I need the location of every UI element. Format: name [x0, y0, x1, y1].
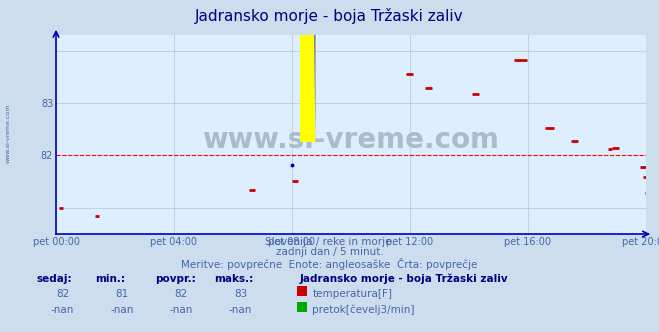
Text: pretok[čevelj3/min]: pretok[čevelj3/min] — [312, 305, 415, 315]
Text: -nan: -nan — [229, 305, 252, 315]
Text: maks.:: maks.: — [214, 274, 254, 284]
Text: zadnji dan / 5 minut.: zadnji dan / 5 minut. — [275, 247, 384, 257]
Text: 81: 81 — [115, 289, 129, 299]
Text: temperatura[F]: temperatura[F] — [312, 289, 392, 299]
Text: -nan: -nan — [51, 305, 74, 315]
Text: www.si-vreme.com: www.si-vreme.com — [6, 103, 11, 163]
Text: 82: 82 — [56, 289, 69, 299]
Text: povpr.:: povpr.: — [155, 274, 196, 284]
Text: www.si-vreme.com: www.si-vreme.com — [202, 126, 500, 154]
Bar — [300, 0, 315, 142]
Text: Jadransko morje - boja Tržaski zaliv: Jadransko morje - boja Tržaski zaliv — [195, 8, 464, 24]
Text: sedaj:: sedaj: — [36, 274, 72, 284]
Text: 82: 82 — [175, 289, 188, 299]
Text: -nan: -nan — [169, 305, 193, 315]
Text: Jadransko morje - boja Tržaski zaliv: Jadransko morje - boja Tržaski zaliv — [300, 274, 509, 285]
Text: 83: 83 — [234, 289, 247, 299]
Text: min.:: min.: — [96, 274, 126, 284]
Polygon shape — [305, 0, 315, 142]
Text: Slovenija / reke in morje.: Slovenija / reke in morje. — [264, 237, 395, 247]
Text: -nan: -nan — [110, 305, 134, 315]
Text: Meritve: povprečne  Enote: angleosaške  Črta: povprečje: Meritve: povprečne Enote: angleosaške Čr… — [181, 258, 478, 270]
